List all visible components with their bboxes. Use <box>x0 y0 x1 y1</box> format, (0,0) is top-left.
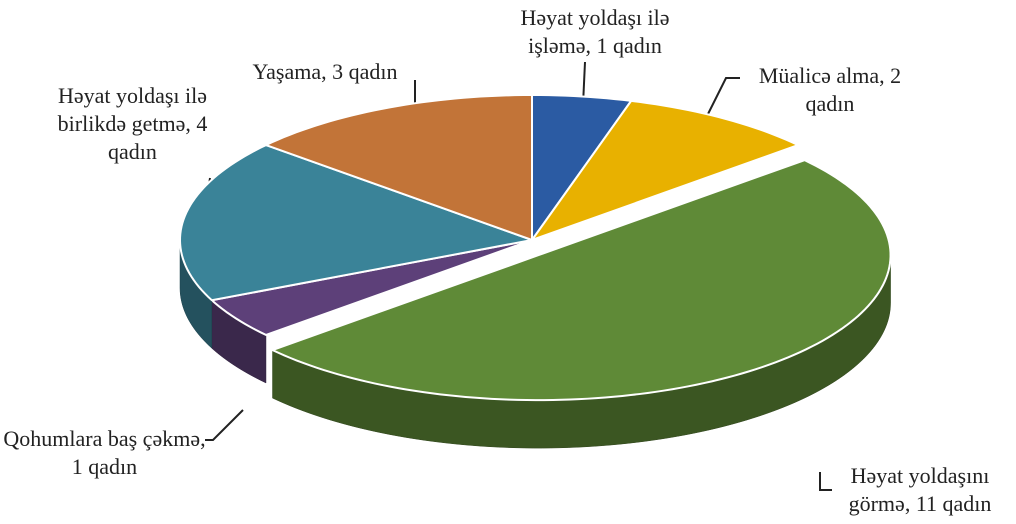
slice <box>263 93 533 242</box>
data-label: Yaşama, 3 qadın <box>252 59 398 84</box>
slice <box>529 99 801 243</box>
slice <box>179 143 536 302</box>
data-label: Qohumlara baş çəkmə, 1 qadın <box>3 426 206 479</box>
data-label: Həyat yoldaşı ilə birlikdə getmə, 4 qadı… <box>57 83 208 164</box>
leader-line <box>205 409 244 441</box>
slice <box>209 239 533 337</box>
data-label: Müalicə alma, 2 qadın <box>758 63 902 116</box>
data-label: Həyat yoldaşını görmə, 11 qadın <box>848 463 992 516</box>
data-label: Həyat yoldaşı ilə işləmə, 1 qadın <box>520 5 670 58</box>
leader-line <box>819 472 832 491</box>
leader-line <box>704 77 740 121</box>
slice <box>269 159 892 402</box>
